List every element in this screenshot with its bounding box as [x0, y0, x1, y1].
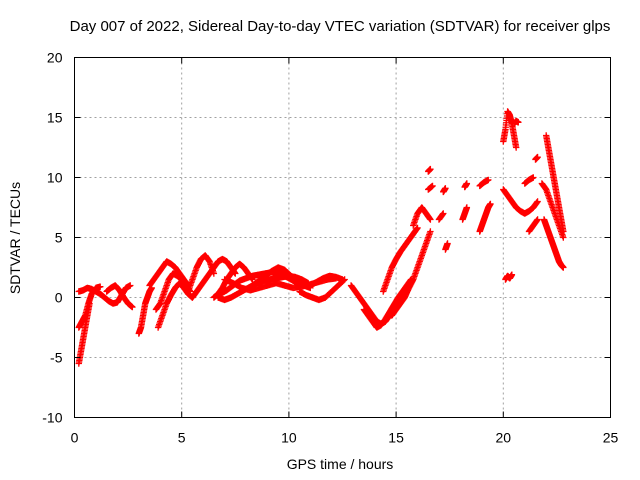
data-point	[560, 264, 567, 271]
x-tick-label: 20	[496, 430, 512, 446]
x-tick-label: 10	[281, 430, 297, 446]
data-point	[427, 228, 434, 235]
data-point	[440, 210, 447, 217]
chart-title: Day 007 of 2022, Sidereal Day-to-day VTE…	[70, 18, 611, 35]
data-point	[560, 228, 567, 235]
data-point	[485, 176, 492, 184]
data-point	[534, 153, 541, 161]
data-point	[339, 276, 346, 283]
x-tick-label: 25	[603, 430, 619, 446]
data-point	[534, 198, 541, 205]
y-tick-label: -10	[42, 410, 62, 426]
data-point	[463, 180, 471, 187]
x-tick-label: 0	[71, 430, 79, 446]
data-point	[444, 240, 451, 247]
data-point	[515, 119, 522, 126]
x-axis-label: GPS time / hours	[287, 456, 394, 472]
x-tick-label: 15	[388, 430, 404, 446]
data-point	[293, 279, 300, 286]
y-axis-label: SDTVAR / TECUs	[7, 182, 23, 294]
y-tick-label: 0	[55, 290, 63, 306]
data-point	[530, 174, 537, 181]
grid-lines	[74, 57, 611, 418]
data-point	[97, 283, 104, 290]
data-point	[560, 234, 567, 241]
y-tick-label: 10	[47, 170, 63, 186]
data-point	[487, 200, 494, 208]
data-point	[512, 144, 520, 151]
x-tick-label: 5	[178, 430, 186, 446]
data-point	[129, 303, 136, 311]
y-tick-label: 5	[55, 230, 63, 246]
y-tick-label: -5	[50, 350, 63, 366]
data-points	[75, 108, 567, 367]
y-tick-label: 20	[47, 50, 63, 66]
data-point	[508, 271, 516, 278]
data-point	[463, 204, 471, 211]
data-point	[294, 279, 301, 287]
data-point	[429, 182, 436, 190]
y-tick-label: 15	[47, 110, 63, 126]
data-point	[427, 216, 434, 223]
data-point	[442, 185, 449, 192]
axis-ticks: 0 5 10 15 20 25 -10 -5 0 5 10 15 20	[42, 50, 618, 446]
data-point	[427, 165, 434, 173]
data-point	[127, 282, 134, 289]
data-point	[534, 216, 541, 223]
data-point	[414, 224, 421, 232]
